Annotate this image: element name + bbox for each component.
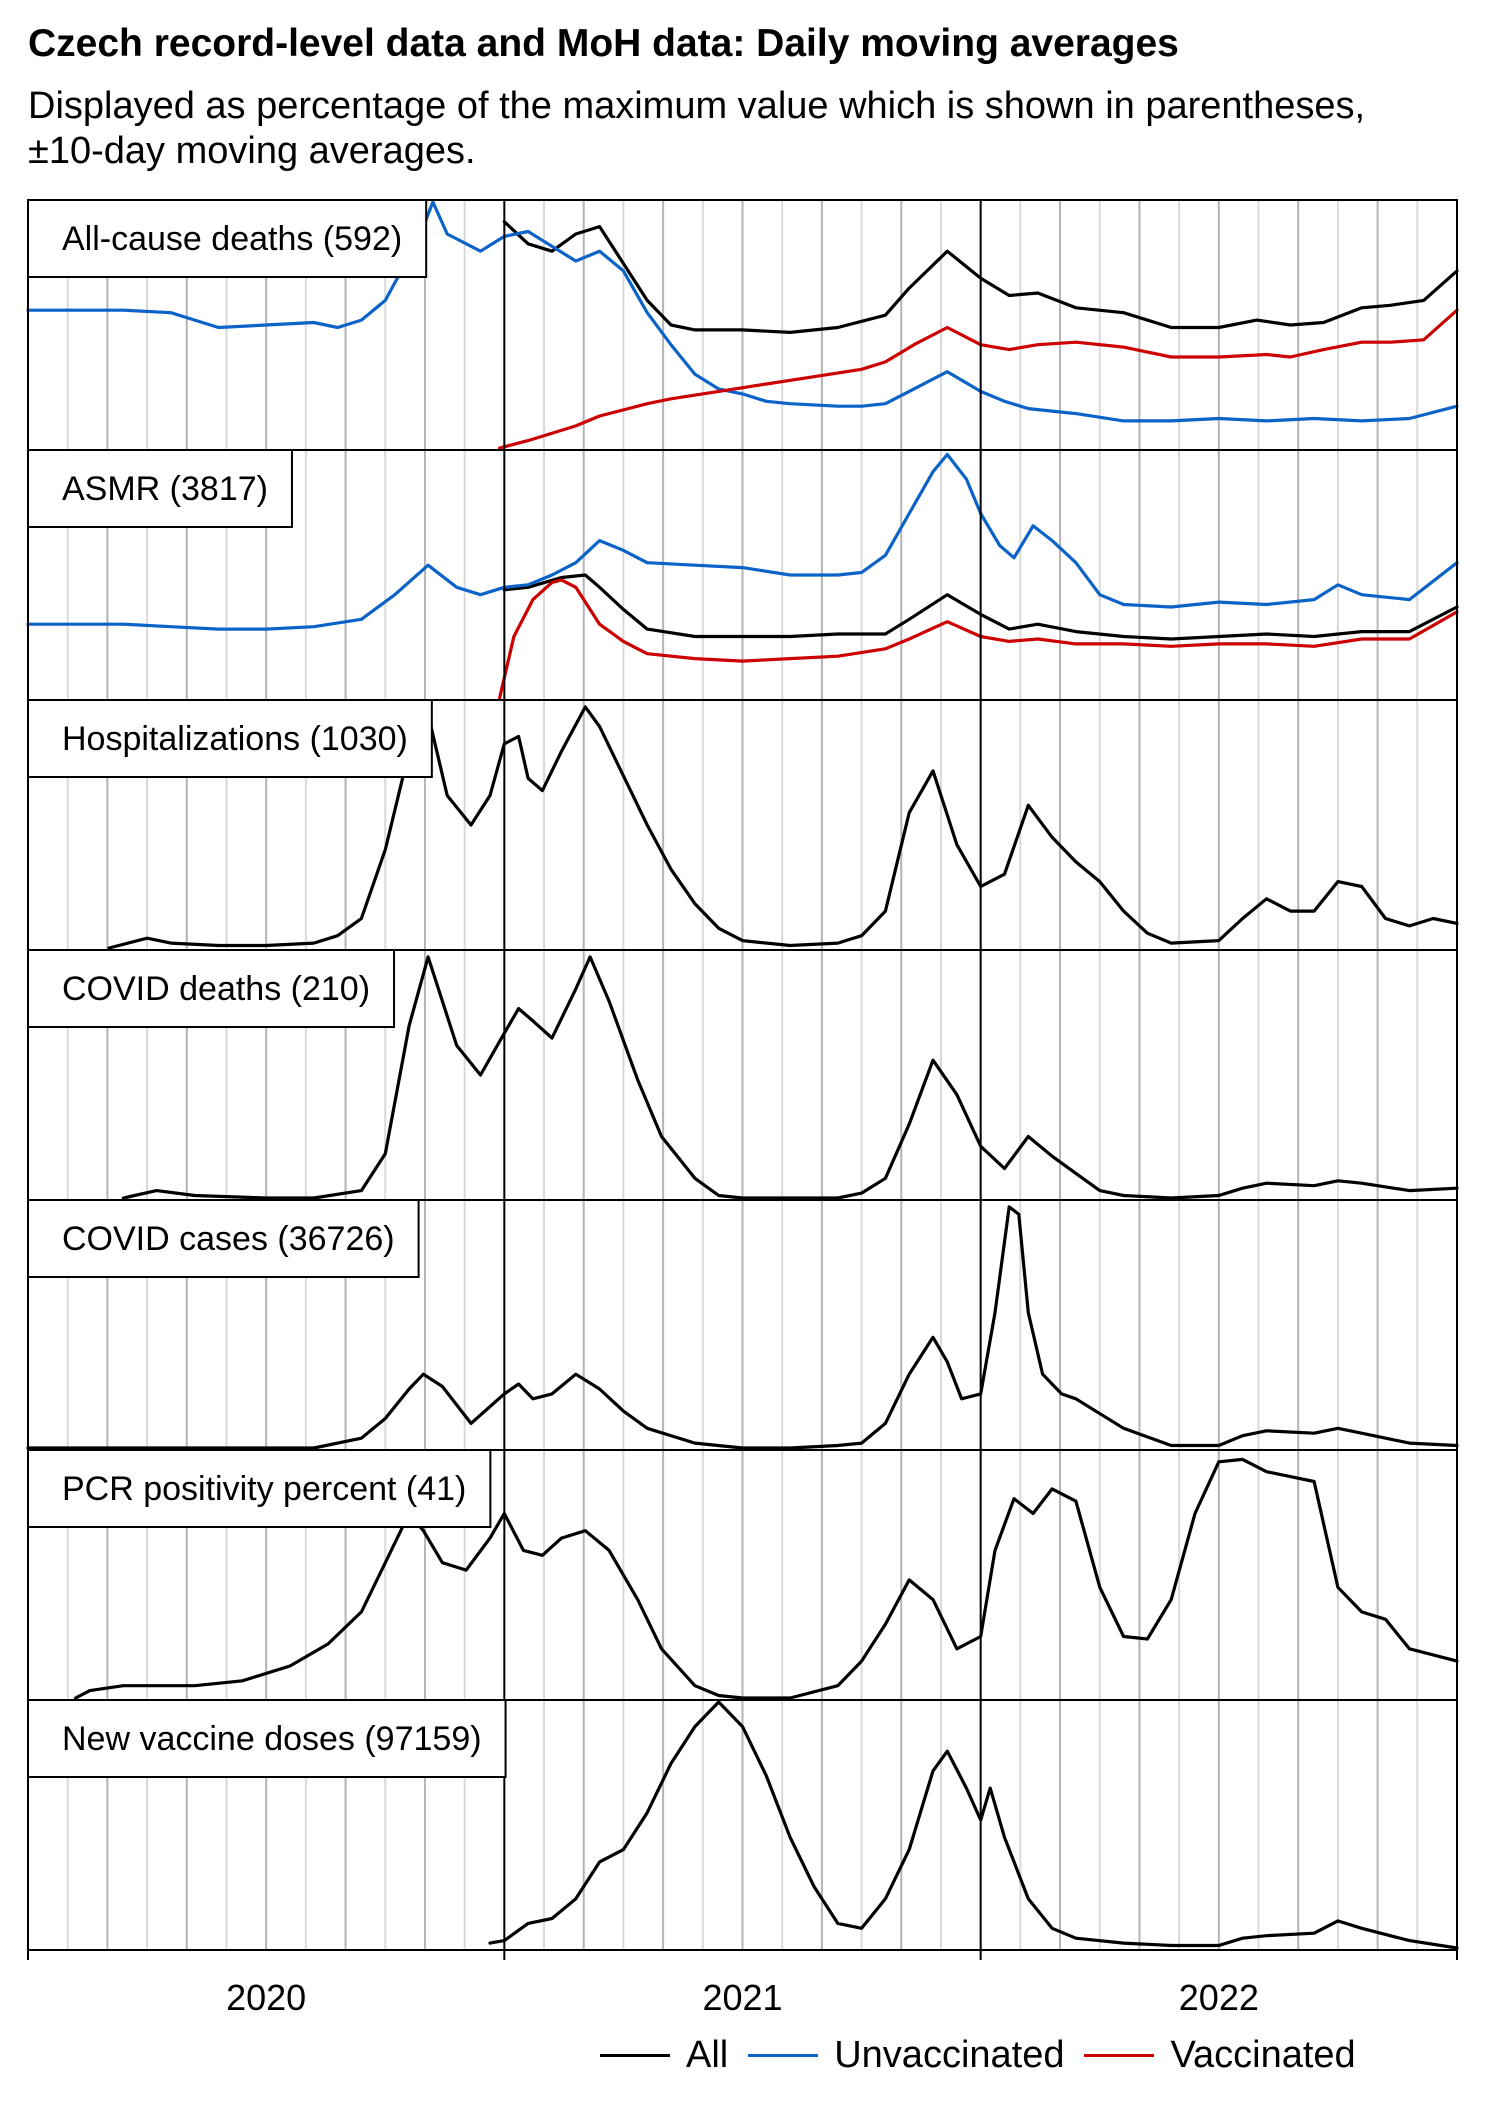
panel-label-box bbox=[27, 1449, 492, 1528]
legend-swatch bbox=[748, 2054, 819, 2057]
panel-label: PCR positivity percent (41) bbox=[62, 1470, 466, 1508]
panel-label: New vaccine doses (97159) bbox=[62, 1720, 482, 1758]
legend-swatch bbox=[600, 2054, 670, 2057]
series-line-vaccinated bbox=[498, 578, 1459, 700]
panel-label-box bbox=[27, 199, 428, 278]
legend-swatch bbox=[1084, 2054, 1155, 2057]
panel-label-box bbox=[27, 1199, 420, 1278]
panel-frame bbox=[27, 1699, 1458, 1951]
panel-label: COVID cases (36726) bbox=[62, 1220, 395, 1258]
legend-label: Unvaccinated bbox=[834, 2034, 1065, 2076]
x-tick-label: 2022 bbox=[1179, 1977, 1259, 2018]
series-line-all bbox=[502, 220, 1459, 334]
series-line-all bbox=[488, 1700, 1459, 1950]
series-line-unvaccinated bbox=[26, 452, 1459, 631]
series-line-all bbox=[121, 955, 1459, 1200]
panel-label: All-cause deaths (592) bbox=[62, 220, 402, 258]
panel-label-box bbox=[27, 449, 293, 528]
legend-item-unvaccinated: Unvaccinated bbox=[748, 2034, 1064, 2077]
panel-label: ASMR (3817) bbox=[62, 470, 268, 508]
legend-item-all: All bbox=[600, 2034, 728, 2077]
series-line-all bbox=[26, 1205, 1459, 1450]
x-tick-label: 2021 bbox=[702, 1977, 782, 2018]
panel-label-box bbox=[27, 699, 433, 778]
series-line-all bbox=[502, 573, 1459, 641]
panel-label: Hospitalizations (1030) bbox=[62, 720, 408, 758]
legend: All Unvaccinated Vaccinated bbox=[600, 2034, 1376, 2077]
chart-title: Czech record-level data and MoH data: Da… bbox=[28, 22, 1179, 65]
series-line-all bbox=[74, 1457, 1459, 1700]
legend-label: All bbox=[686, 2034, 729, 2076]
chart-subtitle: Displayed as percentage of the maximum v… bbox=[28, 85, 1366, 172]
legend-item-vaccinated: Vaccinated bbox=[1084, 2034, 1356, 2077]
panel-label-box bbox=[27, 1699, 507, 1778]
x-tick-label: 2020 bbox=[226, 1977, 306, 2018]
legend-label: Vaccinated bbox=[1170, 2034, 1356, 2076]
series-line-unvaccinated bbox=[26, 200, 1459, 423]
panel-label: COVID deaths (210) bbox=[62, 970, 370, 1008]
series-line-vaccinated bbox=[498, 308, 1459, 450]
panel-label-box bbox=[27, 949, 396, 1028]
